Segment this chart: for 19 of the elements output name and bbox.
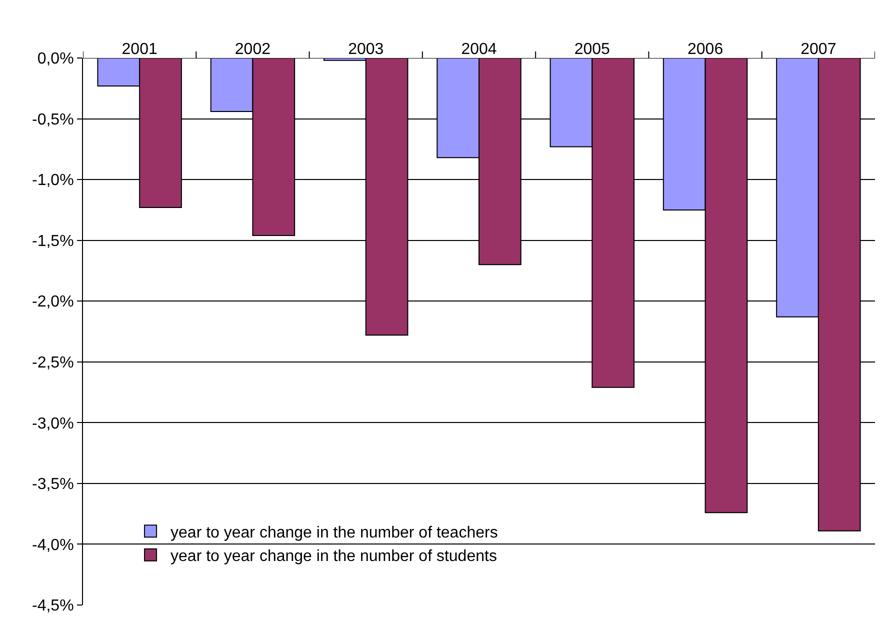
- y-tick-label: -2,0%: [32, 294, 74, 311]
- x-tick-label: 2001: [122, 40, 158, 58]
- y-tick-label: -4,0%: [32, 536, 74, 554]
- x-tick-label: 2005: [574, 40, 610, 58]
- x-tick-label: 2006: [687, 40, 724, 58]
- y-tick-label: -3,0%: [32, 415, 74, 432]
- y-tick-label: -3,5%: [32, 476, 74, 494]
- y-tick-label: -1,5%: [32, 232, 74, 250]
- y-tick-label: 0,0%: [37, 50, 74, 68]
- y-tick-label: -0,5%: [32, 111, 74, 128]
- x-tick-label: 2007: [800, 40, 836, 58]
- y-tick-label: -1,0%: [32, 172, 74, 190]
- x-tick-label: 2003: [348, 40, 384, 58]
- y-tick-label: -2,5%: [32, 354, 74, 372]
- x-tick-label: 2004: [461, 40, 497, 58]
- legend-label: year to year change in the number of teachers: [170, 524, 498, 542]
- x-tick-label: 2002: [234, 40, 271, 58]
- y-tick-label: -4,5%: [32, 598, 74, 615]
- legend-label: year to year change in the number of students: [170, 548, 497, 566]
